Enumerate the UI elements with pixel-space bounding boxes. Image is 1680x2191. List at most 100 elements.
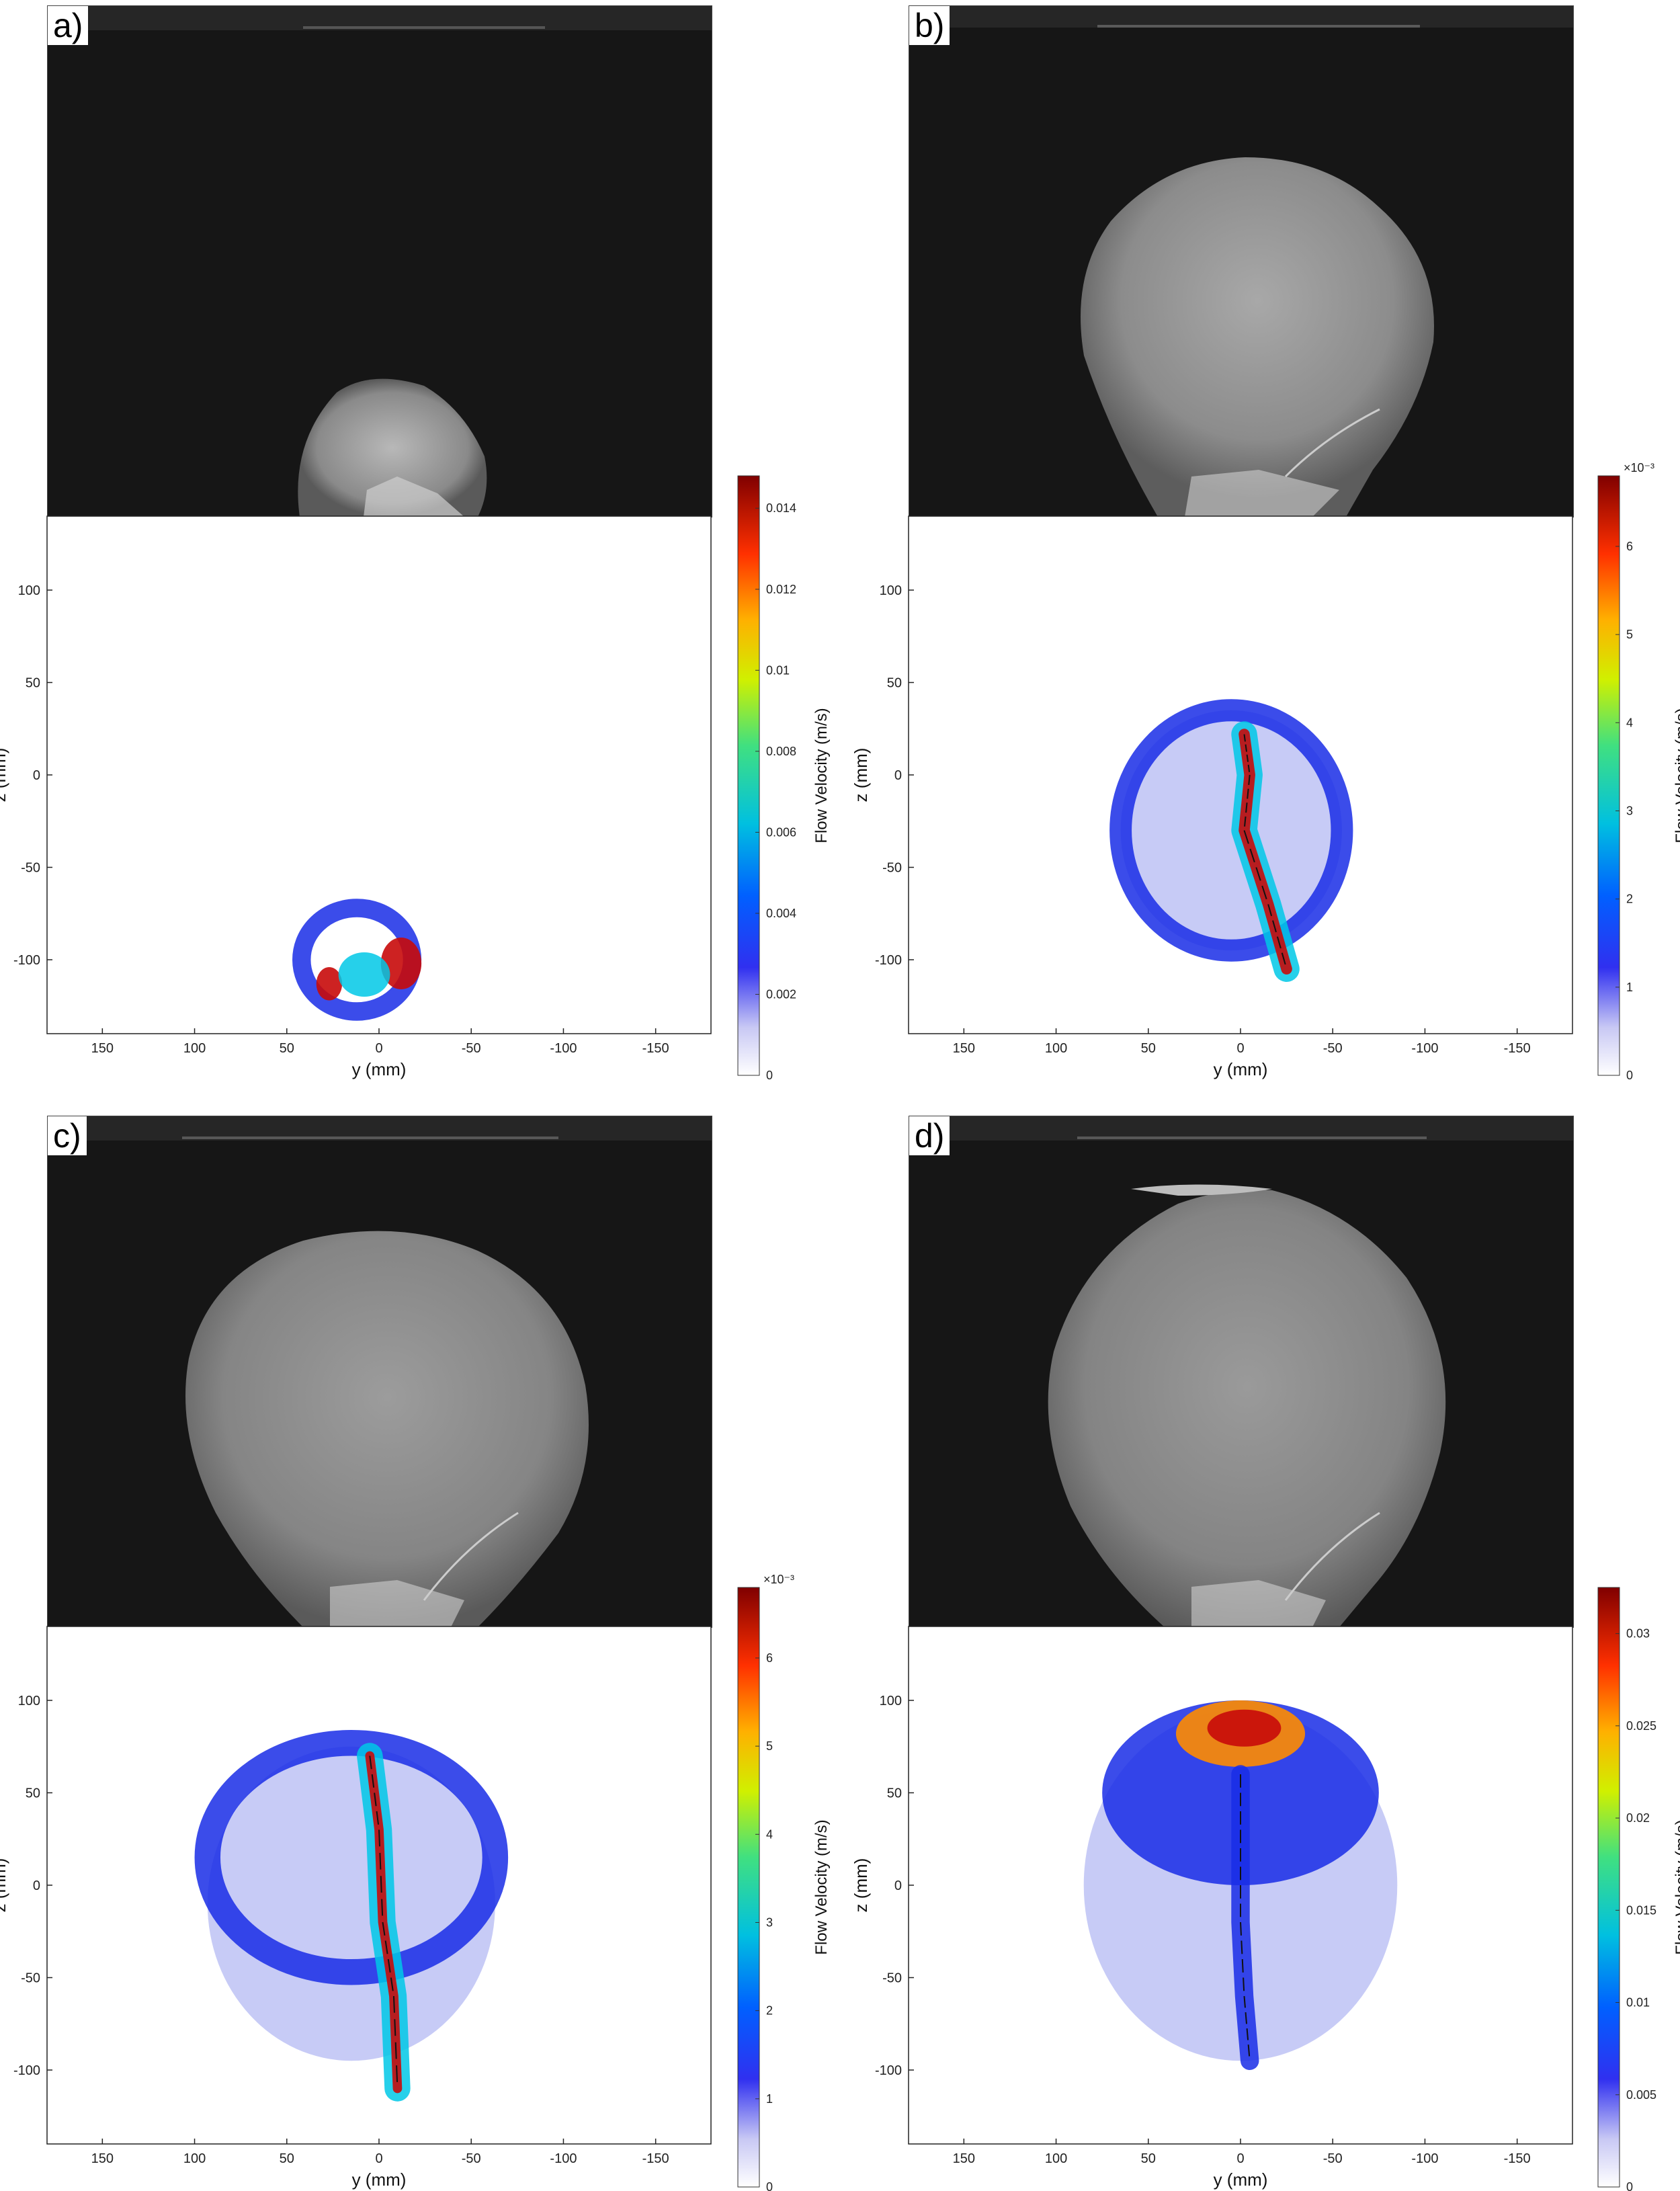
colorbar-tick-label: 6 [766, 1651, 773, 1665]
x-tick-label: 0 [1236, 1041, 1244, 1056]
colorbar-tick-label: 0.01 [766, 663, 790, 677]
colorbar [737, 1587, 760, 2188]
velocity-jet [1231, 1765, 1259, 2070]
colorbar-tick-label: 0 [766, 1069, 773, 1082]
colorbar-tick-label: 3 [766, 1915, 773, 1929]
colorbar-exponent: ×10⁻³ [763, 1573, 794, 1586]
velocity-vector [378, 1829, 380, 1847]
colorbar-tick-label: 1 [766, 2092, 773, 2106]
x-tick-label: 100 [183, 2151, 206, 2166]
velocity-vector [1246, 2028, 1249, 2040]
y-tick-label: -100 [875, 2063, 902, 2078]
velocity-vector [1243, 1977, 1245, 1991]
velocity-vector [1272, 920, 1277, 933]
colorbar-tick-label: 5 [766, 1739, 773, 1753]
y-tick-label: 50 [887, 1786, 902, 1801]
velocity-vector [380, 1876, 382, 1893]
x-tick-label: -50 [462, 1041, 481, 1056]
x-tick-label: 150 [953, 1041, 975, 1056]
velocity-vector [1281, 952, 1286, 965]
colorbar [1597, 1587, 1620, 2188]
colorbar [737, 475, 760, 1076]
velocity-vector [396, 2065, 398, 2082]
colorbar-tick-label: 0.025 [1626, 1719, 1656, 1733]
colorbar-label: Flow Velocity (m/s) [812, 708, 831, 843]
x-tick-label: -150 [642, 1041, 669, 1056]
velocity-plot-a: 150 100 50 0 -50 -100 -150 100 50 0 -50 -100 y (mm) z… [0, 475, 831, 1082]
plot-frame [46, 515, 712, 1034]
x-tick-label: 150 [953, 2151, 975, 2166]
colorbar-tick-label: 4 [766, 1827, 773, 1841]
velocity-region [316, 967, 343, 1001]
velocity-vector [1241, 1940, 1243, 1954]
velocity-vector [1243, 1995, 1246, 2008]
x-axis-label: y (mm) [1214, 2169, 1268, 2190]
velocity-vector [1243, 734, 1246, 742]
colorbar-tick-label: 2 [766, 2004, 773, 2018]
colorbar-tick-label: 3 [1626, 804, 1633, 817]
velocity-region [338, 952, 390, 997]
x-tick-label: -50 [1323, 1041, 1343, 1056]
x-tick-label: 50 [280, 2151, 294, 2166]
x-tick-label: 50 [1141, 1041, 1156, 1056]
colorbar-tick-label: 0.015 [1626, 1903, 1656, 1917]
velocity-vector [1267, 904, 1273, 917]
y-axis-label: z (mm) [0, 1858, 9, 1913]
colorbar-label: Flow Velocity (m/s) [1673, 708, 1680, 843]
velocity-vector [1245, 744, 1248, 752]
x-axis-label: y (mm) [352, 1059, 407, 1079]
y-tick-label: 0 [894, 768, 902, 783]
x-tick-label: -50 [1323, 2151, 1343, 2166]
velocity-vector [369, 1755, 372, 1770]
x-tick-label: -100 [1411, 2151, 1438, 2166]
x-tick-label: 0 [1236, 2151, 1244, 2166]
x-tick-label: -150 [1504, 2151, 1531, 2166]
x-tick-label: -100 [1411, 1041, 1438, 1056]
y-axis-label: z (mm) [0, 748, 9, 802]
x-tick-label: 0 [375, 1041, 382, 1056]
velocity-vector [1276, 936, 1282, 949]
y-tick-label: 50 [26, 676, 40, 691]
x-tick-label: 100 [1045, 1041, 1067, 1056]
colorbar-tick-label: 0.01 [1626, 1996, 1650, 2010]
x-tick-label: -150 [642, 2151, 669, 2166]
colorbar-tick-label: 0.012 [766, 583, 796, 596]
colorbar-tick-label: 4 [1626, 716, 1633, 729]
y-axis-label: z (mm) [851, 748, 871, 802]
y-tick-label: 0 [33, 768, 40, 783]
colorbar-tick-label: 0.004 [766, 907, 796, 920]
y-axis-label: z (mm) [851, 1858, 871, 1913]
colorbar-tick-label: 0.03 [1626, 1627, 1650, 1641]
colorbar [1597, 475, 1620, 1076]
y-tick-label: -50 [21, 1971, 40, 1986]
x-tick-label: 100 [183, 1041, 206, 1056]
velocity-vector [1247, 788, 1249, 799]
colorbar-tick-label: 6 [1626, 540, 1633, 553]
velocity-vector [387, 1958, 391, 1973]
colorbar-tick-label: 0.014 [766, 501, 796, 515]
panel-label: b) [909, 6, 950, 45]
velocity-vector [394, 2019, 396, 2036]
y-tick-label: 0 [894, 1878, 902, 1893]
colorbar-exponent: ×10⁻³ [1624, 461, 1654, 474]
x-tick-label: -50 [462, 2151, 481, 2166]
x-tick-label: 0 [375, 2151, 382, 2166]
flow-field [1083, 1700, 1398, 2070]
camera-image-c: c) [47, 1116, 712, 1628]
velocity-region [194, 1730, 509, 1985]
panel-label: d) [909, 1116, 950, 1155]
x-tick-label: 100 [1045, 2151, 1067, 2166]
x-tick-label: 50 [1141, 2151, 1156, 2166]
y-tick-label: 50 [887, 676, 902, 691]
panel-label: a) [48, 6, 89, 45]
colorbar-label: Flow Velocity (m/s) [812, 1819, 831, 1954]
velocity-vector [1246, 754, 1249, 762]
colorbar-tick-label: 0.02 [1626, 1811, 1650, 1825]
y-tick-label: 50 [26, 1786, 40, 1801]
velocity-vector [376, 1811, 380, 1825]
colorbar-tick-label: 1 [1626, 981, 1633, 994]
colorbar-tick-label: 0.006 [766, 825, 796, 839]
velocity-vector [382, 1921, 386, 1936]
